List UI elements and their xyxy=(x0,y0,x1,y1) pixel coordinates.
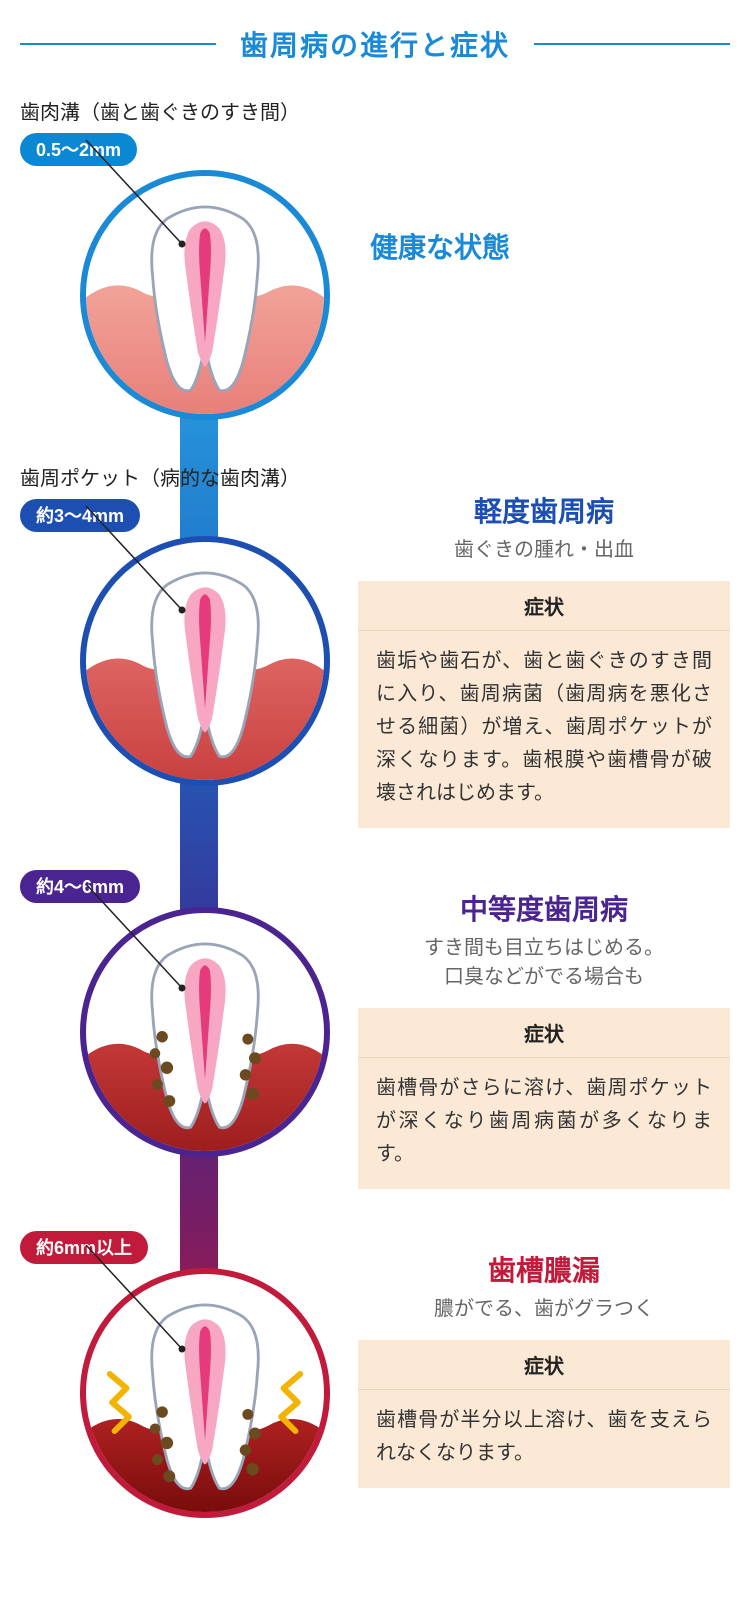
symptom-box: 症状歯槽骨がさらに溶け、歯周ポケットが深くなり歯周病菌が多くなります。 xyxy=(358,1008,730,1189)
page-title: 歯周病の進行と症状 xyxy=(240,24,510,64)
depth-badge: 約6mm以上 xyxy=(20,1231,148,1264)
stage-right: 中等度歯周病すき間も目立ちはじめる。 口臭などがでる場合も症状歯槽骨がさらに溶け… xyxy=(348,870,730,1189)
stage-right: 健康な状態 xyxy=(360,96,730,266)
stage-title: 歯槽膿漏 xyxy=(358,1249,730,1289)
symptom-heading: 症状 xyxy=(358,1008,730,1058)
tooth-circle xyxy=(80,170,330,420)
title-line-right xyxy=(534,43,730,45)
stage-subtitle: すき間も目立ちはじめる。 口臭などがでる場合も xyxy=(358,934,730,992)
stage-right: 軽度歯周病歯ぐきの腫れ・出血症状歯垢や歯石が、歯と歯ぐきのすき間に入り、歯周病菌… xyxy=(348,462,730,828)
stage-left: 約6mm以上 xyxy=(20,1231,348,1518)
symptom-body: 歯槽骨が半分以上溶け、歯を支えられなくなります。 xyxy=(358,1390,730,1488)
pocket-label: 歯周ポケット（病的な歯肉溝） xyxy=(20,462,348,491)
stage-left: 約4〜6mm xyxy=(20,870,348,1157)
tooth-circle xyxy=(80,536,330,786)
tooth-circle xyxy=(80,1268,330,1518)
stage-severe: 約6mm以上 歯槽膿漏 xyxy=(20,1231,730,1518)
stage-mild: 歯周ポケット（病的な歯肉溝） 約3〜4mm 軽度歯周病歯ぐきの腫れ・出血症状歯垢や… xyxy=(20,462,730,828)
tooth-illustration-icon xyxy=(86,1274,324,1512)
stage-left: 歯周ポケット（病的な歯肉溝） 約3〜4mm xyxy=(20,462,348,786)
stage-title: 健康な状態 xyxy=(370,226,730,266)
stage-moderate: 約4〜6mm 中等度歯周病すき間も目立ちはじめる。 口臭などがでる場合 xyxy=(20,870,730,1189)
symptom-body: 歯槽骨がさらに溶け、歯周ポケットが深くなり歯周病菌が多くなります。 xyxy=(358,1058,730,1189)
page-header: 歯周病の進行と症状 xyxy=(0,0,750,96)
symptom-box: 症状歯槽骨が半分以上溶け、歯を支えられなくなります。 xyxy=(358,1340,730,1488)
depth-badge: 約3〜4mm xyxy=(20,499,140,532)
depth-badge: 約4〜6mm xyxy=(20,870,140,903)
tooth-illustration-icon xyxy=(86,542,324,780)
stage-title: 中等度歯周病 xyxy=(358,888,730,928)
depth-badge: 0.5〜2mm xyxy=(20,133,137,166)
diagram-wrap: 歯肉溝（歯と歯ぐきのすき間） 0.5〜2mm 健康な状態歯周ポケット（病的な歯肉溝… xyxy=(0,96,750,1600)
symptom-body: 歯垢や歯石が、歯と歯ぐきのすき間に入り、歯周病菌（歯周病を悪化させる細菌）が増え… xyxy=(358,631,730,828)
symptom-heading: 症状 xyxy=(358,581,730,631)
symptom-heading: 症状 xyxy=(358,1340,730,1390)
stage-title: 軽度歯周病 xyxy=(358,490,730,530)
stage-subtitle: 膿がでる、歯がグラつく xyxy=(358,1295,730,1324)
symptom-box: 症状歯垢や歯石が、歯と歯ぐきのすき間に入り、歯周病菌（歯周病を悪化させる細菌）が… xyxy=(358,581,730,828)
tooth-illustration-icon xyxy=(86,913,324,1151)
stage-right: 歯槽膿漏膿がでる、歯がグラつく症状歯槽骨が半分以上溶け、歯を支えられなくなります… xyxy=(348,1231,730,1488)
stage-left: 歯肉溝（歯と歯ぐきのすき間） 0.5〜2mm xyxy=(20,96,360,420)
tooth-illustration-icon xyxy=(86,176,324,414)
tooth-circle xyxy=(80,907,330,1157)
pocket-label: 歯肉溝（歯と歯ぐきのすき間） xyxy=(20,96,360,125)
title-line-left xyxy=(20,43,216,45)
stage-healthy: 歯肉溝（歯と歯ぐきのすき間） 0.5〜2mm 健康な状態 xyxy=(20,96,730,420)
stage-subtitle: 歯ぐきの腫れ・出血 xyxy=(358,536,730,565)
